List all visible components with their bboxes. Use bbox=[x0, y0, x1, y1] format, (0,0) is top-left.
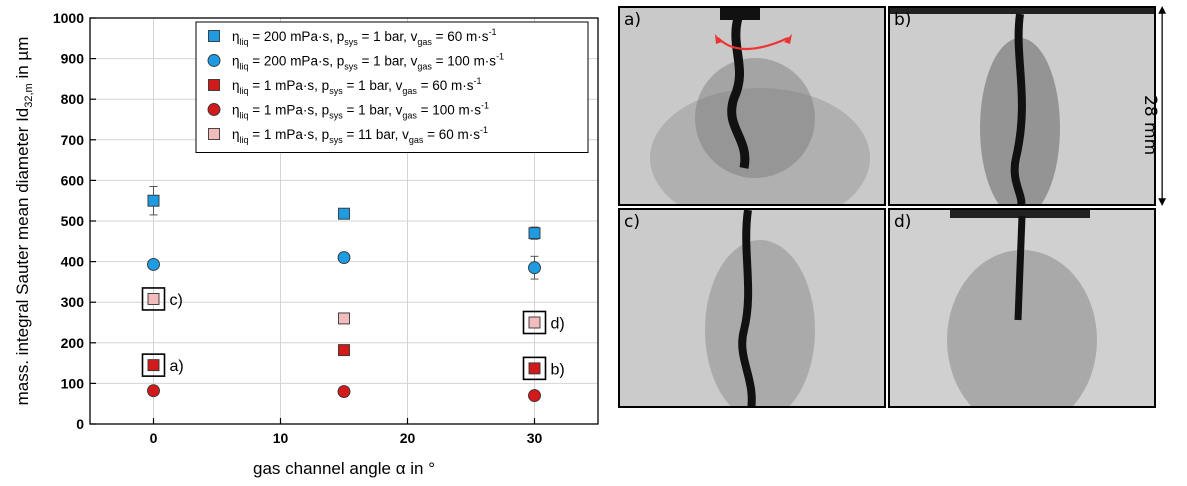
y-axis-label-unit: in µm bbox=[13, 37, 32, 84]
annotation-label: c) bbox=[170, 292, 183, 309]
legend-marker bbox=[207, 54, 221, 67]
photo-panel-a: a) bbox=[618, 6, 886, 206]
y-tick-label: 600 bbox=[61, 172, 85, 188]
y-axis-label: mass. integral Sauter mean diameter Id32… bbox=[13, 37, 35, 406]
legend-entry: ηliq = 200 mPa·s, psys = 1 bar, vgas = 6… bbox=[232, 27, 497, 47]
x-tick-label: 0 bbox=[150, 430, 158, 446]
data-point bbox=[528, 362, 541, 375]
legend-box bbox=[195, 21, 589, 153]
x-tick-label: 10 bbox=[273, 430, 289, 446]
annotation-box bbox=[141, 353, 166, 377]
data-point bbox=[528, 227, 541, 240]
data-point bbox=[147, 194, 160, 207]
spray-image-a bbox=[620, 8, 884, 204]
y-tick-label: 500 bbox=[61, 213, 85, 229]
panel-label-c: c) bbox=[624, 212, 640, 232]
scale-label: 28 mm bbox=[1140, 95, 1160, 156]
y-tick-label: 100 bbox=[61, 375, 85, 391]
annotation-label: d) bbox=[551, 316, 565, 333]
annotation-label: a) bbox=[170, 358, 184, 375]
photo-panel-c: c) bbox=[618, 208, 886, 408]
data-marks bbox=[147, 185, 541, 403]
data-point bbox=[147, 384, 160, 398]
annotation-box bbox=[522, 356, 547, 381]
panel-label-b: b) bbox=[894, 10, 912, 30]
legend-entry: ηliq = 1 mPa·s, psys = 11 bar, vgas = 60… bbox=[232, 125, 488, 145]
x-axis-label: gas channel angle α in ° bbox=[253, 459, 435, 478]
y-axis-label-sub: 32,m bbox=[23, 83, 35, 107]
panel-label-d: d) bbox=[894, 212, 912, 232]
annotation-box bbox=[522, 310, 547, 335]
data-point bbox=[528, 261, 541, 275]
x-tick-label: 20 bbox=[400, 430, 416, 446]
y-tick-label: 200 bbox=[61, 335, 85, 351]
scatter-chart: 0 10 20 3001002003004005006007008009001000 … bbox=[13, 10, 599, 478]
data-point bbox=[528, 389, 541, 403]
y-axis-label-main: mass. integral Sauter mean diameter Id bbox=[13, 108, 32, 406]
spray-image-c bbox=[620, 210, 884, 406]
data-point bbox=[338, 344, 350, 357]
data-point bbox=[147, 257, 160, 271]
spray-image-b bbox=[890, 8, 1154, 204]
data-point bbox=[337, 385, 351, 398]
data-point bbox=[147, 293, 160, 305]
legend-marker bbox=[208, 30, 220, 42]
spray-image-d bbox=[890, 210, 1154, 406]
annotation-boxes: a) b) c) d) bbox=[141, 287, 565, 381]
data-point bbox=[528, 316, 541, 329]
legend-entry: ηliq = 200 mPa·s, psys = 1 bar, vgas = 1… bbox=[232, 52, 504, 72]
y-tick-label: 1000 bbox=[53, 10, 84, 26]
legend-marker bbox=[208, 79, 220, 91]
x-tick-label: 30 bbox=[527, 430, 543, 446]
y-tick-label: 0 bbox=[76, 416, 84, 432]
scale-bar bbox=[1158, 6, 1167, 206]
legend: ηliq = 200 mPa·s, psys = 1 bar, vgas = 6… bbox=[195, 21, 589, 153]
data-point bbox=[338, 312, 350, 325]
legend-marker bbox=[207, 103, 221, 116]
annotation-label: b) bbox=[551, 361, 565, 378]
data-point bbox=[147, 359, 160, 372]
legend-marker bbox=[208, 128, 220, 140]
data-point bbox=[337, 251, 351, 264]
data-point bbox=[338, 207, 350, 220]
y-tick-label: 300 bbox=[61, 294, 85, 310]
y-tick-label: 700 bbox=[61, 132, 85, 148]
photo-panel-d: d) bbox=[888, 208, 1156, 408]
legend-entry: ηliq = 1 mPa·s, psys = 1 bar, vgas = 60 … bbox=[232, 76, 482, 96]
photo-panel-b: b) bbox=[888, 6, 1156, 206]
annotation-box bbox=[141, 287, 166, 311]
panel-label-a: a) bbox=[624, 10, 642, 30]
y-tick-label: 900 bbox=[61, 51, 85, 67]
y-tick-label: 800 bbox=[61, 91, 85, 107]
spray-photo-grid: a) b) c) d) bbox=[618, 6, 1158, 414]
y-tick-label: 400 bbox=[61, 254, 85, 270]
legend-entry: ηliq = 1 mPa·s, psys = 1 bar, vgas = 100… bbox=[232, 101, 489, 121]
